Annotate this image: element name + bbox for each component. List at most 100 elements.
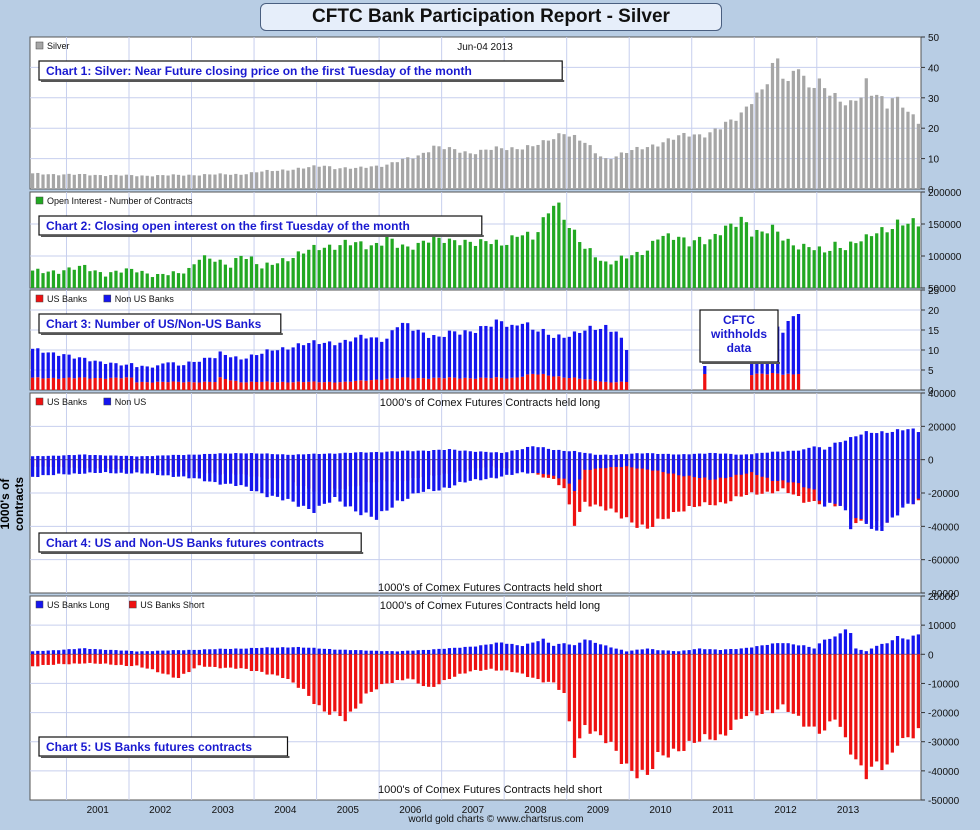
- bar-non-us-long: [744, 454, 749, 460]
- bar-us-banks-long: [859, 649, 863, 655]
- bar-us: [750, 375, 754, 390]
- bar-nonus: [406, 323, 410, 378]
- bar-nonus: [593, 329, 597, 381]
- bar-us-banks-long: [46, 650, 50, 655]
- bar-open-interest-number-of-contracts: [552, 205, 556, 288]
- bar-open-interest-number-of-contracts: [718, 235, 723, 288]
- bar-nonus: [442, 336, 446, 379]
- bar-us-banks-long: [614, 648, 618, 655]
- bar-open-interest-number-of-contracts: [791, 245, 795, 288]
- bar-us-banks-long: [390, 651, 394, 655]
- bar-non-us-short: [546, 459, 551, 475]
- bar-us-banks-short: [541, 654, 545, 683]
- bar-open-interest-number-of-contracts: [260, 268, 264, 288]
- bar-non-us-long: [583, 452, 587, 460]
- bar-non-us-long: [781, 451, 785, 460]
- bar-nonus: [36, 348, 40, 378]
- bar-us-banks-long: [411, 650, 415, 655]
- bar-us-banks-short: [489, 654, 493, 669]
- y-tick-label: -20000: [928, 709, 960, 720]
- bar-us-banks-long: [135, 651, 139, 655]
- bar-non-us-short: [661, 459, 665, 473]
- chart-title: Chart 5: US Banks futures contracts: [46, 740, 252, 754]
- bar-non-us-short: [781, 459, 785, 481]
- bar-us-banks-short: [755, 459, 759, 495]
- bar-us-banks-short: [849, 654, 853, 755]
- bar-non-us-long: [103, 455, 108, 460]
- bar-us: [338, 382, 342, 390]
- bar-open-interest-number-of-contracts: [765, 233, 769, 288]
- bar-nonus: [385, 338, 389, 379]
- bar-us: [296, 381, 300, 390]
- bar-non-us-long: [677, 454, 681, 460]
- bar-us-banks-long: [322, 648, 327, 655]
- bar-open-interest-number-of-contracts: [385, 236, 389, 288]
- bar-nonus: [624, 350, 629, 382]
- bar-us-banks-long: [609, 647, 613, 655]
- bar-non-us-long: [708, 452, 712, 460]
- page-title: CFTC Bank Participation Report - Silver: [260, 3, 722, 31]
- bar-non-us-long: [505, 452, 509, 460]
- caption-long: 1000's of Comex Futures Contracts held l…: [380, 397, 600, 409]
- bar-nonus: [327, 341, 332, 382]
- bar-silver: [239, 174, 243, 189]
- bar-open-interest-number-of-contracts: [760, 231, 764, 288]
- bar-non-us-long: [479, 451, 483, 460]
- bar-non-us-long: [671, 454, 676, 460]
- bar-silver: [515, 149, 519, 189]
- bar-us-banks-short: [296, 654, 300, 688]
- bar-us-banks-long: [734, 649, 738, 655]
- bar-us-banks-long: [317, 648, 321, 655]
- bar-open-interest-number-of-contracts: [135, 272, 139, 288]
- bar-non-us-long: [849, 437, 853, 460]
- bar-us-banks-long: [833, 636, 837, 655]
- bar-us-banks-long: [182, 650, 186, 655]
- bar-us-banks-long: [275, 647, 280, 655]
- bar-nonus: [400, 322, 405, 378]
- x-tick-label: 2001: [87, 805, 110, 816]
- bar-us-banks-short: [770, 654, 775, 714]
- bar-non-us-short: [468, 459, 472, 481]
- bar-silver: [343, 167, 347, 189]
- bar-us-banks-short: [520, 654, 525, 674]
- bar-silver: [129, 175, 134, 189]
- bar-open-interest-number-of-contracts: [208, 258, 212, 288]
- bar-silver: [807, 87, 811, 189]
- bar-open-interest-number-of-contracts: [468, 241, 472, 288]
- bar-non-us-short: [327, 459, 332, 503]
- bar-nonus: [598, 328, 603, 382]
- bar-us-banks-long: [802, 645, 806, 655]
- bar-silver: [98, 175, 102, 189]
- y-tick-label: 20000: [928, 422, 956, 433]
- x-tick-label: 2012: [774, 805, 797, 816]
- bar-non-us-short: [463, 459, 467, 483]
- bar-silver: [895, 96, 900, 189]
- bar-non-us-short: [161, 459, 165, 476]
- bar-us: [380, 379, 384, 390]
- bar-non-us-short: [666, 459, 670, 474]
- bar-non-us-long: [838, 442, 842, 460]
- bar-us-banks-short: [750, 459, 754, 493]
- bar-open-interest-number-of-contracts: [890, 229, 894, 288]
- bar-non-us-long: [41, 456, 45, 460]
- bar-non-us-short: [802, 459, 806, 488]
- annotation-shadow: [702, 362, 780, 364]
- bar-nonus: [395, 327, 399, 379]
- bar-nonus: [484, 325, 488, 378]
- bar-non-us-long: [614, 454, 618, 460]
- y-tick-label: 40000: [928, 389, 956, 400]
- bar-us: [140, 381, 144, 390]
- bar-non-us-long: [458, 450, 462, 460]
- bar-us-banks-short: [661, 459, 665, 520]
- bar-open-interest-number-of-contracts: [614, 260, 618, 288]
- bar-nonus: [541, 328, 545, 374]
- bar-us-banks-short: [619, 654, 624, 764]
- bar-non-us-short: [103, 459, 108, 473]
- y-tick-label: -50000: [928, 796, 960, 807]
- bar-us: [187, 381, 191, 390]
- bar-non-us-long: [46, 455, 50, 460]
- bar-us-banks-short: [98, 654, 102, 664]
- bar-open-interest-number-of-contracts: [489, 244, 493, 288]
- bar-open-interest-number-of-contracts: [541, 217, 545, 288]
- bar-non-us-long: [400, 450, 405, 460]
